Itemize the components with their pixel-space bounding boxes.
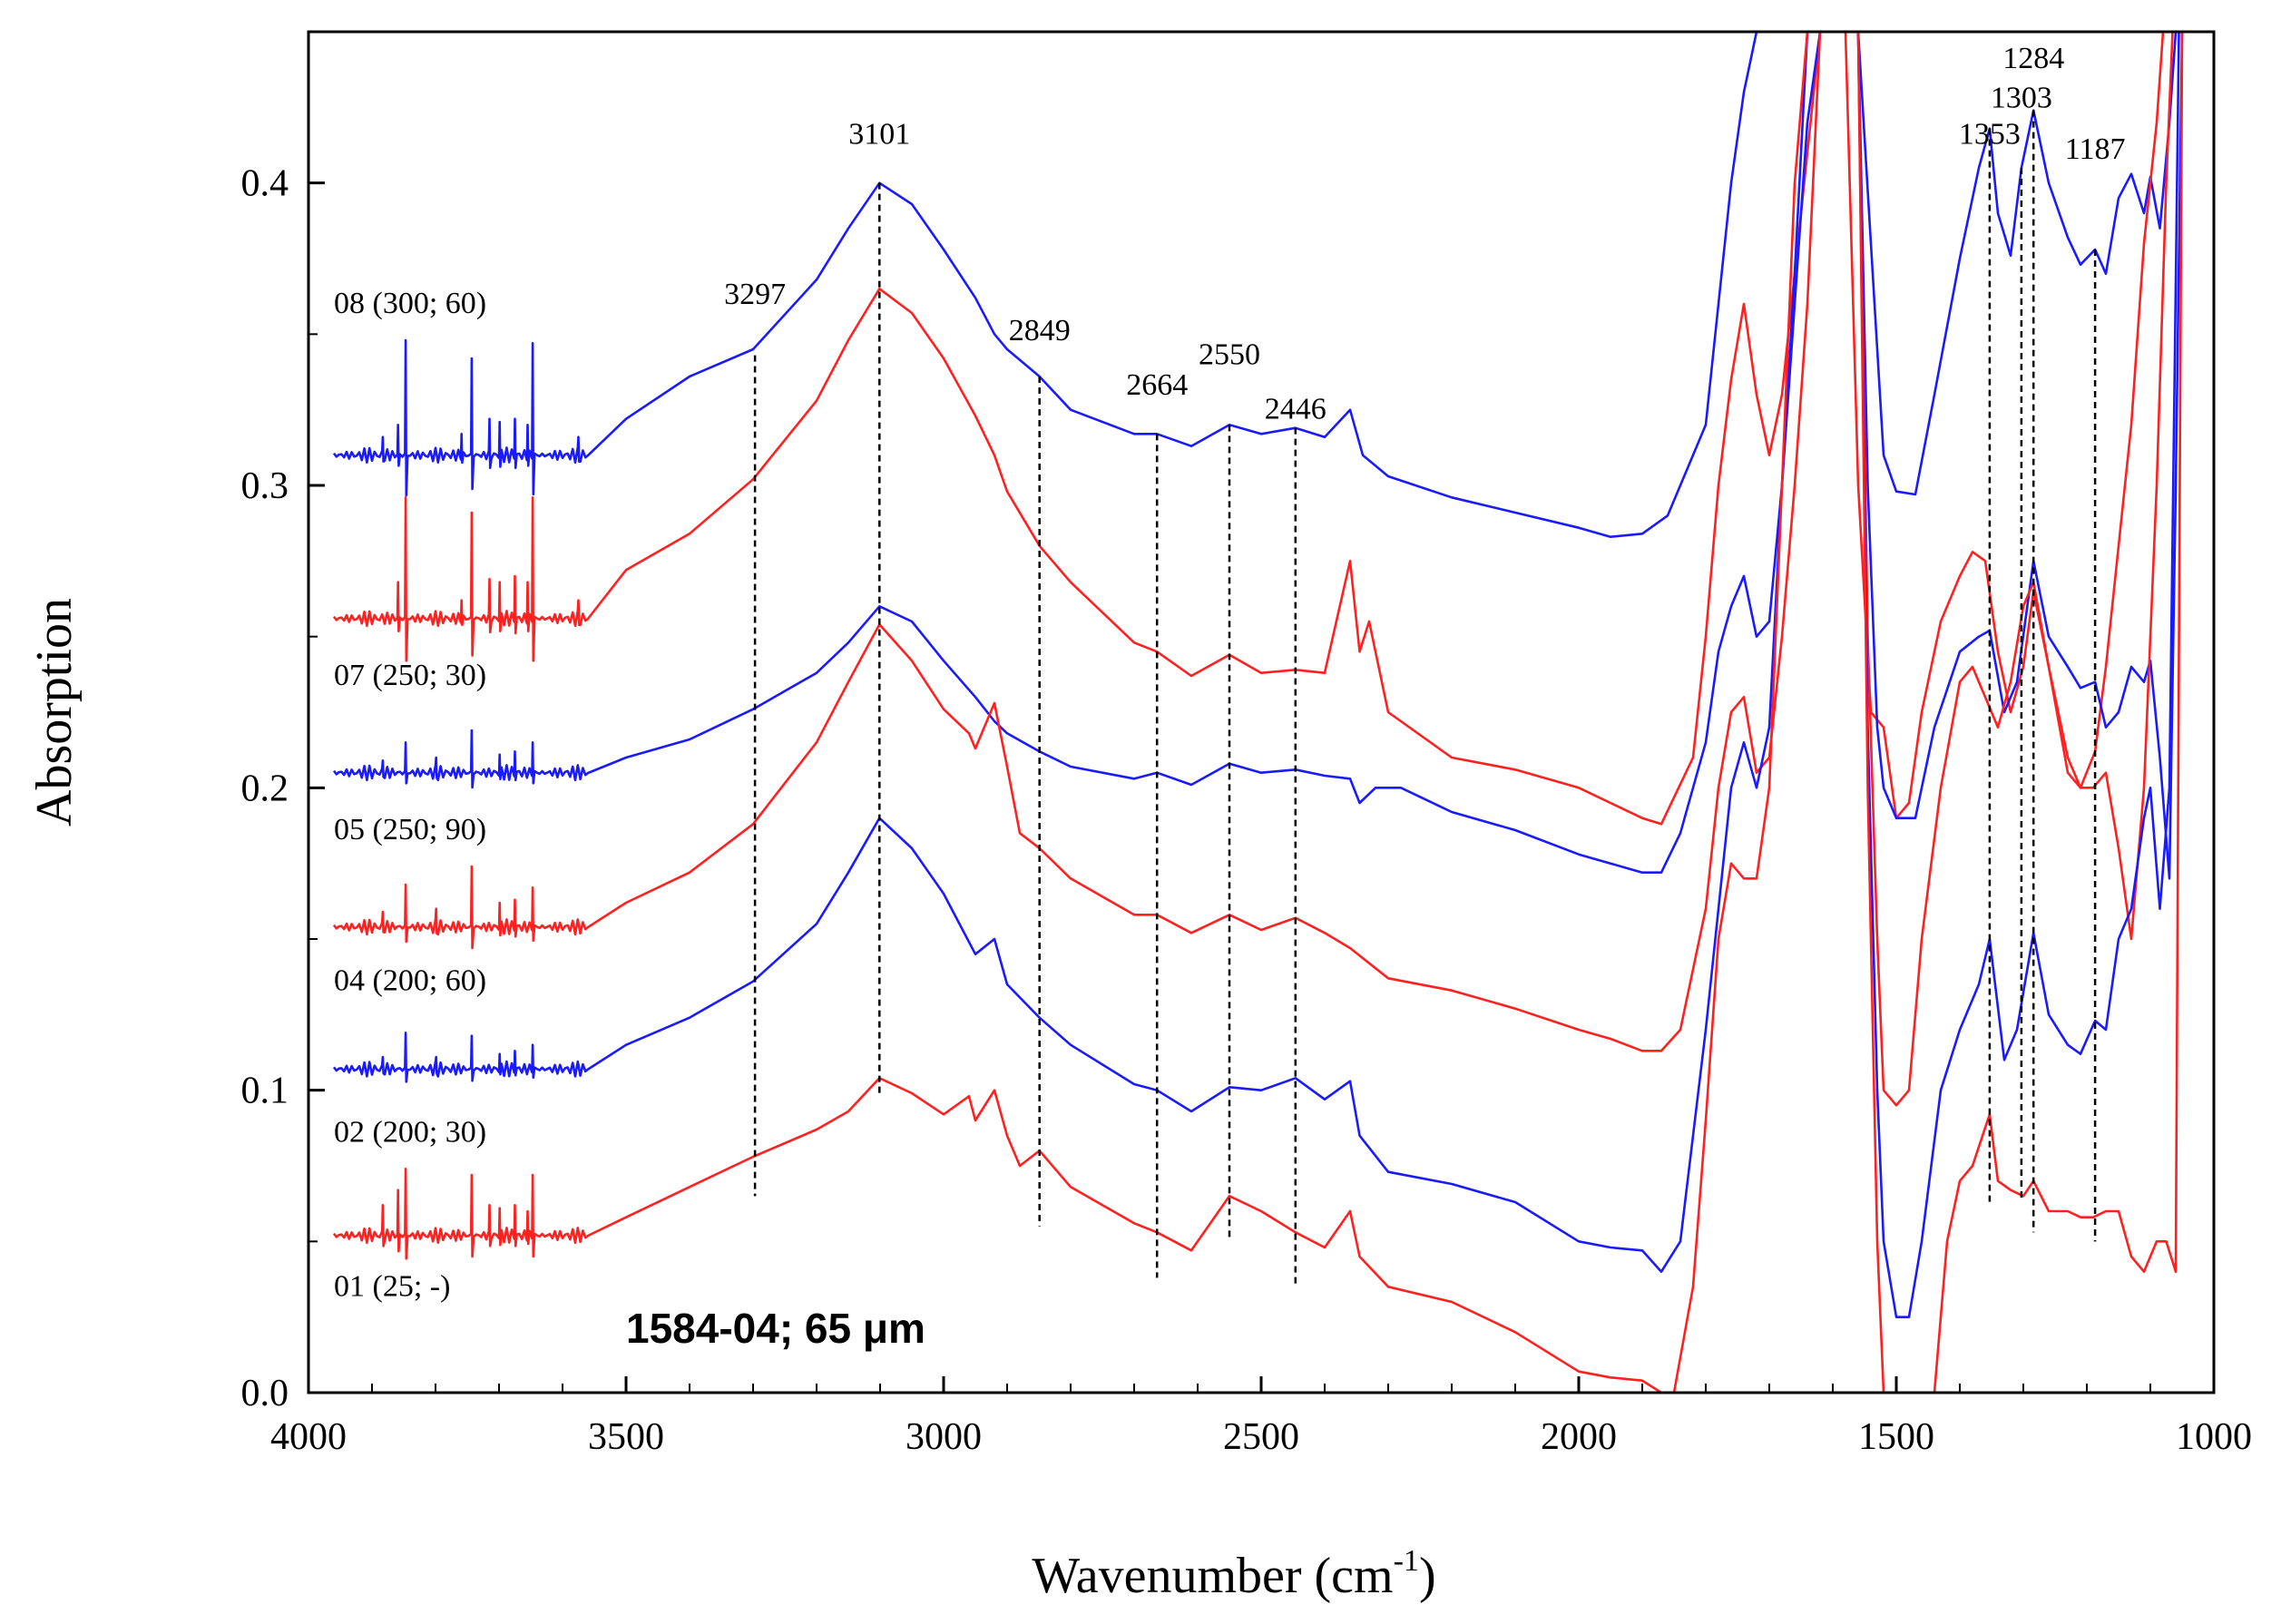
spectrum-4: 04 (200; 60)	[332, 32, 2174, 1107]
y-axis-title: Absorption	[26, 598, 83, 827]
x-tick-label: 2000	[1541, 1416, 1617, 1458]
axis-ticks: 4000 3500 3000 2500 2000 1500 1000 0.0 0.1 0.2 0.3…	[241, 31, 2252, 1458]
y-tick-label: 0.3	[241, 465, 289, 507]
spectrum-line-segment	[1933, 32, 2184, 1393]
spectrum-line-segment	[332, 32, 1822, 1052]
series-label: 01 (25; -)	[334, 1269, 450, 1303]
y-tick-label: 0.4	[241, 163, 289, 205]
peak-label: 3101	[848, 117, 910, 151]
y-tick-label: 0.2	[241, 768, 289, 809]
x-tick-label: 4000	[270, 1416, 347, 1458]
spectrum-line-segment	[1856, 32, 2180, 1318]
y-tick-label: 0.0	[241, 1373, 289, 1414]
peak-label: 1187	[2065, 132, 2126, 166]
peak-label: 2849	[1009, 314, 1071, 347]
spectrum-line-segment	[332, 32, 1822, 874]
series-label: 05 (250; 90)	[334, 813, 486, 846]
spectrum-1: 08 (300; 60)	[332, 32, 2178, 538]
peak-label: 2664	[1126, 368, 1188, 402]
peak-label: 1284	[2002, 42, 2064, 75]
x-axis-title-sup: -1	[1394, 1544, 1419, 1578]
spectrum-3: 05 (250; 90)	[332, 32, 2184, 880]
series-label: 08 (300; 60)	[334, 287, 486, 320]
spectrum-line-segment	[1856, 32, 1885, 1393]
peak-label: 1353	[1959, 117, 2021, 151]
series-label: 04 (200; 60)	[334, 964, 486, 998]
x-tick-label: 2500	[1223, 1416, 1299, 1458]
peak-label: 3297	[724, 278, 786, 311]
x-axis-title-close: )	[1419, 1548, 1436, 1604]
x-tick-label: 1000	[2176, 1416, 2252, 1458]
peak-label: 2550	[1199, 338, 1260, 372]
spectrum-line-segment	[1856, 32, 2184, 880]
spectrum-5: 02 (200; 30)	[332, 32, 2180, 1318]
sample-label: 1584-04; 65 μm	[626, 1305, 925, 1352]
spectrum-2: 07 (250; 30)	[332, 32, 2165, 826]
spectrum-line-segment	[1856, 32, 2174, 1107]
peak-label: 1303	[1991, 81, 2052, 114]
x-tick-label: 3000	[906, 1416, 982, 1458]
x-axis-title-main: Wavenumber (cm	[1032, 1548, 1393, 1604]
spectrum-line-segment	[332, 32, 1809, 1273]
spectrum-line-segment	[332, 32, 1822, 826]
plot-content: 08 (300; 60) 07 (250; 30) 05 (250; 90) 04 (…	[332, 32, 2184, 1393]
y-tick-label: 0.1	[241, 1071, 289, 1112]
x-tick-label: 1500	[1858, 1416, 1934, 1458]
series-label: 02 (200; 30)	[334, 1115, 486, 1149]
peak-label: 2446	[1265, 393, 1327, 426]
x-axis-title: Wavenumber (cm-1)	[1032, 1544, 1435, 1604]
spectrum-line-segment	[332, 32, 1809, 1393]
spectrum-6: 01 (25; -)	[332, 32, 2184, 1393]
x-tick-label: 3500	[588, 1416, 664, 1458]
spectrum-line-segment	[332, 32, 1758, 538]
series-label: 07 (250; 30)	[334, 659, 486, 692]
